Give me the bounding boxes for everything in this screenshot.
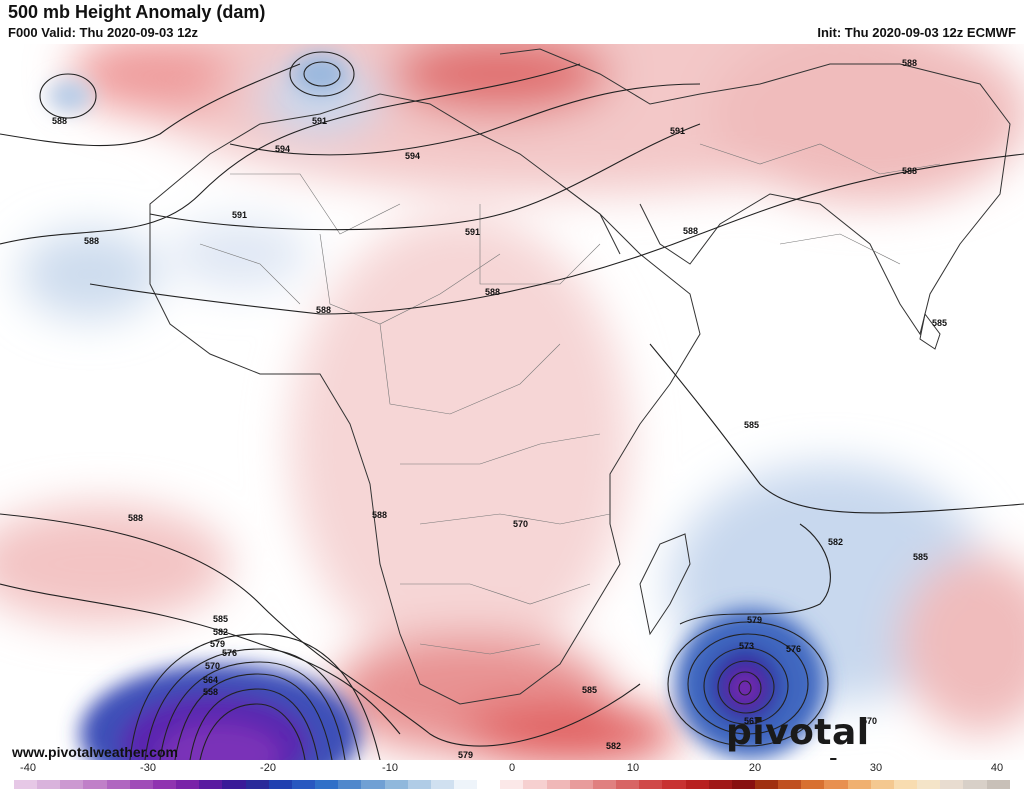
colorbar-swatch	[592, 780, 617, 789]
contour-label: 588	[128, 513, 143, 523]
colorbar-swatch	[37, 780, 61, 789]
colorbar-swatch	[778, 780, 802, 789]
contour-label: 567	[744, 716, 759, 726]
contour-label: 591	[232, 210, 247, 220]
colorbar-swatch	[268, 780, 292, 789]
colorbar-swatch	[384, 780, 408, 789]
colorbar-swatch	[407, 780, 431, 789]
contour-label: 570	[862, 716, 877, 726]
colorbar-swatch	[83, 780, 107, 789]
colorbar-swatch	[199, 780, 223, 789]
colorbar-swatch	[685, 780, 709, 789]
colorbar-swatch	[176, 780, 200, 789]
contour-label: 576	[222, 648, 237, 658]
contour-label: 579	[458, 750, 473, 760]
contour-label: 591	[465, 227, 480, 237]
colorbar-swatch	[708, 780, 732, 789]
contour-label: 585	[213, 614, 228, 624]
contour-label: 591	[312, 116, 327, 126]
colorbar-swatch	[986, 780, 1010, 789]
contour-label: 588	[316, 305, 331, 315]
colorbar-swatch	[129, 780, 153, 789]
colorbar-swatch	[361, 780, 385, 789]
colorbar-swatch	[569, 780, 593, 789]
colorbar-tick: 10	[626, 762, 640, 774]
contour-label: 594	[275, 144, 290, 154]
contour-label: 588	[52, 116, 67, 126]
colorbar-swatch	[963, 780, 987, 789]
contour-label: 591	[670, 126, 685, 136]
site-url: www.pivotalweather.com	[12, 744, 178, 760]
colorbar-swatch	[616, 780, 640, 789]
colorbar-swatch	[731, 780, 755, 789]
colorbar-tick: -10	[382, 762, 398, 774]
map-title: 500 mb Height Anomaly (dam)	[8, 2, 266, 22]
contour-label: 582	[828, 537, 843, 547]
contour-label: 588	[902, 166, 917, 176]
contour-label: 582	[606, 741, 621, 751]
colorbar-tick: -30	[140, 762, 156, 774]
contour-label: 579	[210, 639, 225, 649]
colorbar-swatch	[338, 780, 362, 789]
contour-label: 558	[203, 687, 218, 697]
contour-label: 588	[485, 287, 500, 297]
contour-label: 585	[582, 685, 597, 695]
colorbar-legend	[14, 780, 1010, 789]
colorbar-swatch	[870, 780, 894, 789]
contour-label: 588	[372, 510, 387, 520]
colorbar-swatch	[940, 780, 964, 789]
colorbar-swatch	[430, 780, 454, 789]
colorbar-footer: -40 -30 -20 -10 0 10 20 30 40	[0, 760, 1024, 791]
contour-label: 576	[786, 644, 801, 654]
colorbar-swatch	[477, 780, 501, 789]
contour-label: 585	[913, 552, 928, 562]
colorbar-tick: 0	[508, 762, 516, 774]
colorbar-tick: 20	[748, 762, 762, 774]
colorbar-swatch	[245, 780, 269, 789]
contour-label: 570	[205, 661, 220, 671]
colorbar-swatch	[847, 780, 871, 789]
init-time: Init: Thu 2020-09-03 12z ECMWF	[817, 25, 1016, 40]
colorbar-swatch	[453, 780, 478, 789]
colorbar-swatch	[801, 780, 825, 789]
contour-label: 585	[744, 420, 759, 430]
colorbar-tick: 40	[990, 762, 1004, 774]
contour-label: 588	[683, 226, 698, 236]
colorbar-swatch	[500, 780, 524, 789]
contour-label: 564	[203, 675, 218, 685]
anomaly-map: 588 591 594 594 591 591 588 588 591 588 …	[0, 44, 1024, 760]
contour-label: 588	[84, 236, 99, 246]
contour-label: 594	[405, 151, 420, 161]
contour-label: 582	[213, 627, 228, 637]
contour-label: 579	[747, 615, 762, 625]
colorbar-swatch	[662, 780, 686, 789]
colorbar-swatch	[639, 780, 663, 789]
valid-time: F000 Valid: Thu 2020-09-03 12z	[8, 25, 199, 40]
contour-label: 588	[902, 58, 917, 68]
colorbar-tick: 30	[869, 762, 883, 774]
colorbar-tick: -20	[260, 762, 276, 774]
colorbar-swatch	[106, 780, 130, 789]
colorbar-swatch	[60, 780, 84, 789]
colorbar-tick: -40	[20, 762, 36, 774]
colorbar-swatch	[14, 780, 38, 789]
colorbar-swatch	[222, 780, 246, 789]
colorbar-swatch	[824, 780, 848, 789]
contour-label: 570	[513, 519, 528, 529]
contour-label: 585	[932, 318, 947, 328]
colorbar-swatch	[917, 780, 941, 789]
colorbar-swatch	[152, 780, 177, 789]
colorbar-swatch	[315, 780, 339, 789]
colorbar-swatch	[893, 780, 918, 789]
colorbar-swatch	[523, 780, 547, 789]
colorbar-swatch	[291, 780, 316, 789]
colorbar-swatch	[755, 780, 779, 789]
colorbar-swatch	[546, 780, 570, 789]
header: 500 mb Height Anomaly (dam) F000 Valid: …	[0, 0, 1024, 44]
contour-label: 573	[739, 641, 754, 651]
